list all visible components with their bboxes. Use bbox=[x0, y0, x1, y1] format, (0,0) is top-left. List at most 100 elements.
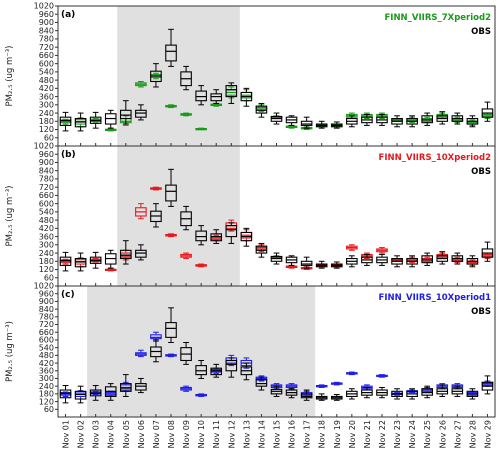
y-tick-label: 660 bbox=[39, 191, 54, 200]
obs-box bbox=[466, 388, 479, 400]
obs-box bbox=[376, 386, 388, 399]
y-tick-label: 960 bbox=[39, 289, 54, 298]
y-tick-label: 120 bbox=[39, 265, 54, 274]
panel-1: 6012018024030036042048054060066072078084… bbox=[5, 142, 496, 287]
x-tick-label: Nov 27 bbox=[453, 420, 462, 448]
obs-box bbox=[466, 255, 479, 268]
box-iqr bbox=[195, 365, 207, 376]
y-tick-label: 180 bbox=[39, 257, 54, 266]
x-tick-label: Nov 22 bbox=[378, 420, 387, 448]
box-iqr bbox=[300, 393, 313, 399]
model-box bbox=[285, 383, 298, 390]
y-tick-label: 960 bbox=[39, 150, 54, 159]
x-tick-label: Nov 28 bbox=[468, 420, 477, 448]
obs-box bbox=[270, 385, 283, 397]
legend-obs: OBS bbox=[471, 27, 491, 37]
y-tick-label: 840 bbox=[39, 26, 54, 35]
y-axis-label: PM₂.₅ (ug m⁻³) bbox=[5, 186, 15, 247]
obs-box bbox=[361, 113, 373, 126]
obs-box bbox=[74, 112, 87, 132]
obs-box bbox=[406, 115, 418, 128]
legend-model: FINN_VIIRS_10Xperiod1 bbox=[379, 293, 492, 303]
x-tick-label: Nov 08 bbox=[167, 420, 176, 448]
model-box bbox=[59, 258, 72, 265]
obs-box bbox=[451, 252, 464, 265]
model-box bbox=[104, 390, 117, 397]
x-tick-label: Nov 18 bbox=[318, 420, 327, 448]
y-tick-label: 720 bbox=[39, 43, 54, 52]
box-iqr bbox=[135, 249, 147, 258]
obs-box bbox=[89, 111, 102, 129]
y-tick-label: 960 bbox=[39, 10, 54, 19]
obs-box bbox=[74, 385, 87, 404]
y-tick-label: 540 bbox=[39, 343, 54, 352]
y-tick-label: 780 bbox=[39, 35, 54, 44]
y-tick-label: 360 bbox=[39, 92, 54, 101]
legend: FINN_VIIRS_10Xperiod2 OBS bbox=[379, 153, 492, 177]
y-tick-label: 180 bbox=[39, 390, 54, 399]
legend: FINN_VIIRS_10Xperiod1 OBS bbox=[379, 293, 492, 317]
box-iqr bbox=[195, 90, 207, 102]
obs-box bbox=[421, 112, 433, 126]
obs-box bbox=[346, 255, 358, 268]
y-tick-label: 540 bbox=[39, 208, 54, 217]
model-box bbox=[180, 252, 192, 260]
x-tick-label: Nov 20 bbox=[348, 420, 357, 448]
obs-box bbox=[210, 363, 223, 378]
box-iqr bbox=[210, 93, 223, 102]
model-box bbox=[315, 384, 328, 388]
x-tick-label: Nov 17 bbox=[303, 420, 312, 448]
model-box bbox=[59, 118, 72, 125]
obs-box bbox=[225, 357, 238, 378]
x-tick-label: Nov 14 bbox=[257, 420, 266, 448]
y-tick-label: 660 bbox=[39, 51, 54, 60]
obs-box bbox=[150, 63, 162, 88]
box-iqr bbox=[74, 257, 87, 268]
x-tick-label: Nov 06 bbox=[137, 420, 146, 448]
x-tick-label: Nov 10 bbox=[197, 420, 206, 448]
obs-box bbox=[481, 241, 494, 262]
obs-box bbox=[150, 203, 162, 228]
model-box bbox=[195, 263, 207, 268]
obs-box bbox=[376, 113, 388, 126]
obs-box bbox=[300, 256, 313, 269]
x-tick-label: Nov 09 bbox=[182, 420, 191, 448]
box-iqr bbox=[165, 184, 177, 202]
obs-box bbox=[391, 388, 403, 400]
model-box bbox=[195, 393, 207, 397]
y-tick-label: 240 bbox=[39, 382, 54, 391]
obs-box bbox=[195, 359, 207, 379]
x-tick-label: Nov 13 bbox=[242, 420, 251, 448]
obs-box bbox=[255, 376, 268, 391]
obs-box bbox=[361, 386, 373, 399]
x-tick-label: Nov 03 bbox=[92, 420, 101, 448]
legend-model: FINN_VIIRS_7Xperiod2 bbox=[384, 13, 491, 23]
box-iqr bbox=[165, 322, 177, 338]
obs-box bbox=[406, 255, 418, 268]
y-axis-label: PM₂.₅ (ug m⁻³) bbox=[5, 321, 15, 382]
box-iqr bbox=[120, 109, 132, 120]
obs-box bbox=[285, 115, 298, 126]
box-iqr bbox=[74, 117, 87, 128]
shaded-period bbox=[87, 286, 316, 417]
box-iqr bbox=[165, 44, 177, 62]
x-tick-label: Nov 02 bbox=[77, 420, 86, 448]
x-tick-label: Nov 26 bbox=[438, 420, 447, 448]
box-iqr bbox=[195, 230, 207, 242]
box-iqr bbox=[225, 85, 238, 98]
y-tick-label: 480 bbox=[39, 76, 54, 85]
y-tick-label: 120 bbox=[39, 125, 54, 134]
obs-box bbox=[315, 260, 328, 269]
y-tick-label: 360 bbox=[39, 232, 54, 241]
model-box bbox=[165, 104, 177, 109]
obs-box bbox=[346, 115, 358, 128]
model-box bbox=[376, 374, 388, 378]
x-tick-label: Nov 07 bbox=[152, 420, 161, 448]
model-box bbox=[180, 385, 192, 392]
y-tick-label: 420 bbox=[39, 224, 54, 233]
box-iqr bbox=[74, 390, 87, 400]
legend-model: FINN_VIIRS_10Xperiod2 bbox=[379, 153, 492, 163]
model-box bbox=[135, 349, 147, 358]
legend: FINN_VIIRS_7Xperiod2 OBS bbox=[384, 13, 491, 37]
